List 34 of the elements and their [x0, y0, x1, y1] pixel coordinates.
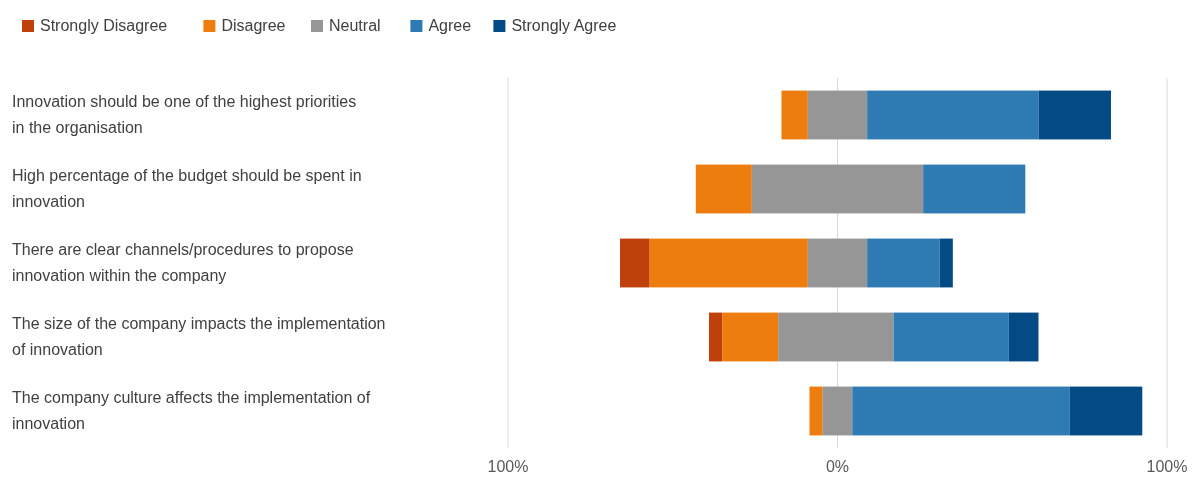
y-tick-label: Innovation should be one of the highest priorities in the organisation — [12, 93, 357, 136]
bar — [923, 164, 1026, 214]
legend-label: Disagree — [221, 17, 286, 34]
bar — [867, 238, 940, 288]
bar — [809, 386, 823, 436]
y-tick-label: There are clear channels/procedures to propose innovation within the company — [12, 241, 354, 284]
x-tick-label: 100% — [1146, 458, 1188, 475]
bar — [709, 312, 723, 362]
bar — [695, 164, 752, 214]
y-tick-label: The company culture affects the implementation of innovation — [12, 389, 371, 432]
bar — [620, 238, 650, 288]
legend-label: Strongly Disagree — [40, 17, 168, 34]
x-tick-label: 0% — [825, 458, 850, 475]
x-tick-label: 100% — [487, 458, 529, 475]
bar — [867, 90, 1039, 140]
bar — [1038, 90, 1111, 140]
legend-label: Strongly Agree — [511, 17, 617, 34]
legend-label: Agree — [428, 17, 472, 34]
bar — [781, 90, 808, 140]
bar — [822, 386, 853, 436]
bar — [807, 90, 868, 140]
bar — [852, 386, 1070, 436]
legend-label: Neutral — [329, 17, 381, 34]
bar — [893, 312, 1009, 362]
bar — [649, 238, 808, 288]
bar — [751, 164, 924, 214]
bar — [778, 312, 894, 362]
y-tick-label: The size of the company impacts the implementation of innovation — [12, 315, 386, 358]
bar — [1008, 312, 1039, 362]
y-tick-label: High percentage of the budget should be spent in innovation — [12, 167, 362, 210]
bar — [1069, 386, 1143, 436]
bar — [807, 238, 868, 288]
bar — [722, 312, 779, 362]
bar — [939, 238, 953, 288]
